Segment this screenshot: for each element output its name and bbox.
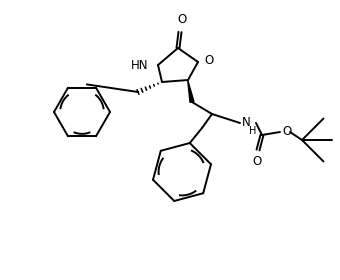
Text: O: O — [252, 155, 261, 168]
Text: H: H — [249, 126, 256, 136]
Text: O: O — [177, 13, 187, 26]
Text: O: O — [204, 53, 213, 67]
Text: O: O — [282, 125, 291, 137]
Text: HN: HN — [131, 59, 148, 71]
Text: N: N — [242, 116, 251, 129]
Polygon shape — [188, 80, 194, 102]
